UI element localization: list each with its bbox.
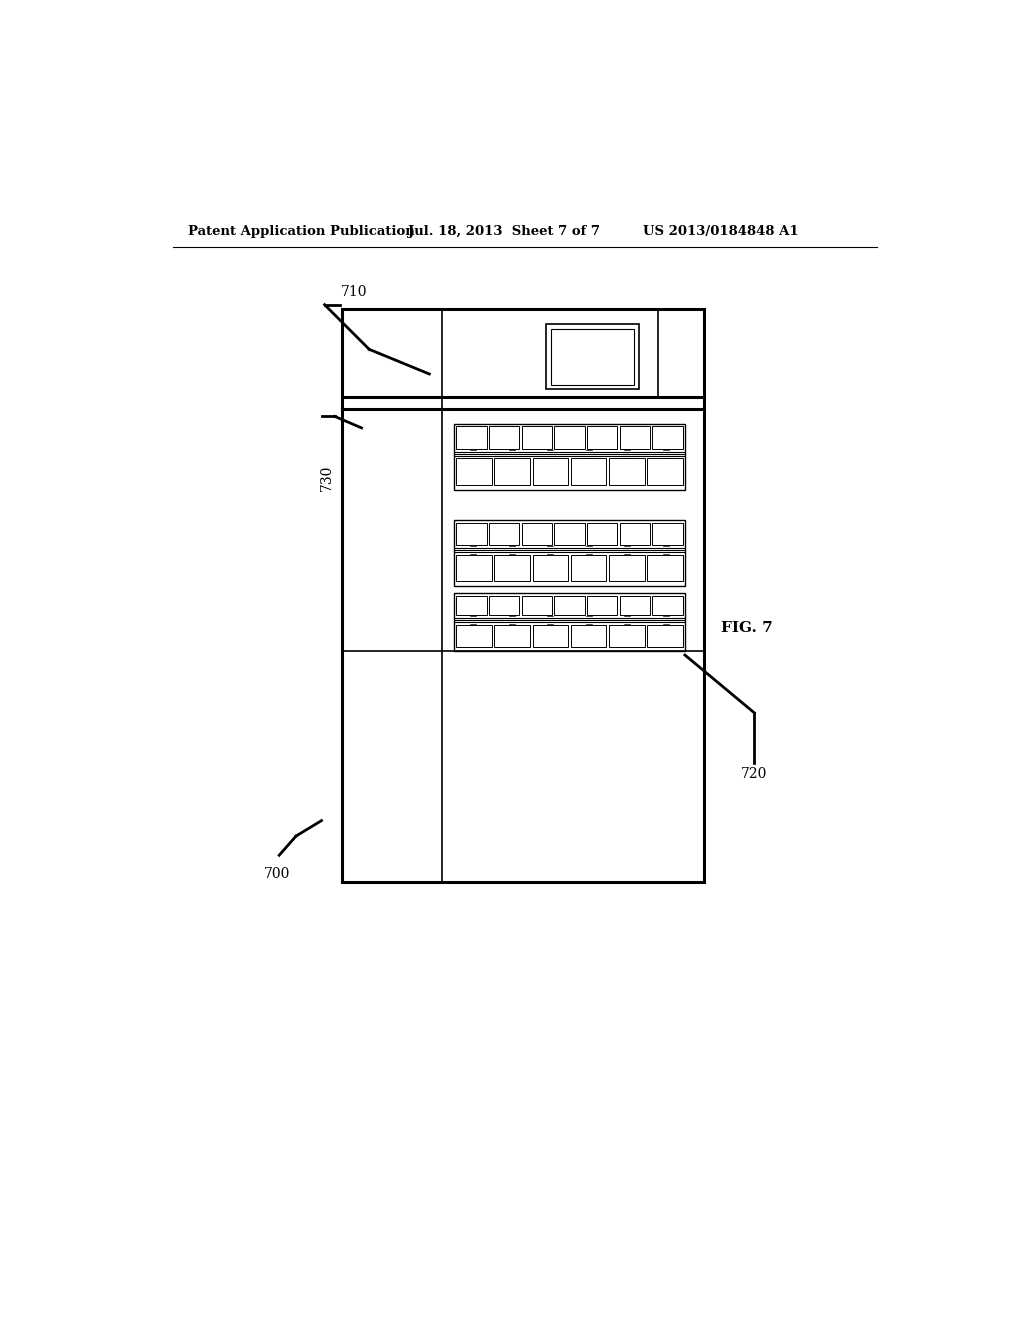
Bar [647, 554, 683, 581]
Bar [652, 426, 683, 449]
Bar [521, 595, 552, 615]
Bar [647, 624, 683, 647]
Bar [532, 624, 568, 647]
Bar [608, 554, 644, 581]
Text: 720: 720 [741, 767, 767, 781]
Text: 700: 700 [263, 867, 290, 882]
Bar [587, 523, 617, 545]
Bar [647, 458, 683, 484]
Text: 710: 710 [341, 285, 368, 298]
Bar [620, 595, 650, 615]
Bar [652, 595, 683, 615]
Bar [554, 523, 585, 545]
Bar [488, 426, 519, 449]
Bar [342, 309, 705, 882]
Bar [488, 523, 519, 545]
Text: FIG. 7: FIG. 7 [721, 622, 772, 635]
Bar [488, 595, 519, 615]
Bar [454, 424, 685, 490]
Text: Patent Application Publication: Patent Application Publication [188, 224, 415, 238]
Bar [457, 624, 493, 647]
Bar [608, 624, 644, 647]
Bar [570, 624, 606, 647]
Bar [554, 426, 585, 449]
Bar [554, 595, 585, 615]
Bar [551, 329, 634, 385]
Bar [652, 523, 683, 545]
Bar [495, 554, 530, 581]
Bar [620, 426, 650, 449]
Bar [457, 554, 493, 581]
Bar [457, 595, 486, 615]
Bar [570, 554, 606, 581]
Bar [608, 458, 644, 484]
Bar [454, 520, 685, 586]
Bar [495, 624, 530, 647]
Bar [532, 554, 568, 581]
Bar [532, 458, 568, 484]
Text: US 2013/0184848 A1: US 2013/0184848 A1 [643, 224, 799, 238]
Bar [521, 426, 552, 449]
Text: Jul. 18, 2013  Sheet 7 of 7: Jul. 18, 2013 Sheet 7 of 7 [408, 224, 600, 238]
Bar [570, 458, 606, 484]
Bar [587, 426, 617, 449]
Bar [495, 458, 530, 484]
Bar [521, 523, 552, 545]
Bar [547, 323, 639, 389]
Bar [457, 523, 486, 545]
Bar [454, 594, 685, 651]
Bar [457, 426, 486, 449]
Bar [587, 595, 617, 615]
Bar [620, 523, 650, 545]
Text: 730: 730 [319, 465, 334, 491]
Bar [457, 458, 493, 484]
